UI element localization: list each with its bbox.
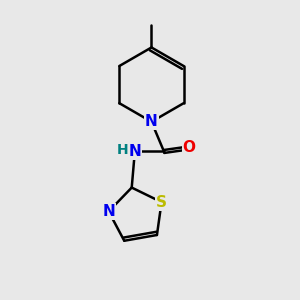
Text: H: H (116, 143, 128, 157)
Text: O: O (183, 140, 196, 155)
Text: S: S (156, 195, 167, 210)
Text: N: N (102, 204, 115, 219)
Text: N: N (145, 114, 158, 129)
Text: N: N (128, 144, 141, 159)
